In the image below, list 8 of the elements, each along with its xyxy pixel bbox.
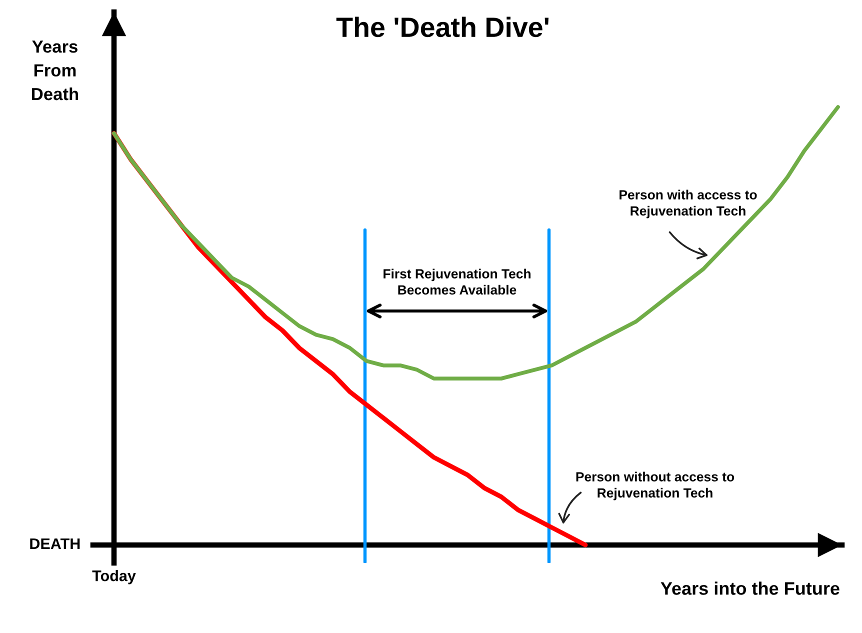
text: Person without access to Rejuvenation Tech (576, 472, 734, 500)
annotation: First Rejuvenation Tech Becomes Available (384, 268, 530, 295)
x-axis-title: Years into the Future (660, 582, 840, 595)
text: DEATH (30, 538, 80, 549)
text: Today (92, 570, 136, 584)
chart-title: The 'Death Dive' (336, 16, 549, 38)
y-axis-title: Years From Death (32, 40, 78, 100)
series-label: Person with access to Rejuvenation Tech (620, 190, 757, 218)
